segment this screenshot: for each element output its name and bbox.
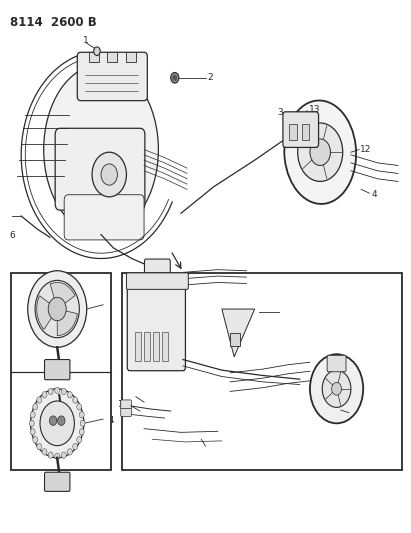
Text: 1: 1 (83, 36, 88, 45)
Circle shape (33, 437, 38, 443)
Circle shape (48, 297, 66, 321)
Text: 9: 9 (127, 391, 133, 400)
Circle shape (80, 420, 85, 426)
FancyBboxPatch shape (77, 52, 147, 101)
Circle shape (173, 75, 177, 80)
FancyBboxPatch shape (127, 282, 185, 370)
Circle shape (55, 387, 60, 393)
FancyBboxPatch shape (327, 356, 346, 372)
FancyBboxPatch shape (44, 360, 70, 379)
Ellipse shape (284, 100, 356, 204)
Polygon shape (222, 309, 255, 357)
Circle shape (67, 392, 72, 398)
Text: 11: 11 (198, 445, 209, 454)
Text: 7: 7 (280, 307, 286, 316)
Circle shape (29, 420, 34, 426)
FancyBboxPatch shape (44, 472, 70, 491)
Bar (89, 52, 99, 62)
Bar (122, 273, 402, 470)
FancyBboxPatch shape (127, 273, 188, 289)
Circle shape (42, 392, 47, 398)
Bar (135, 332, 141, 361)
Ellipse shape (44, 64, 158, 235)
Circle shape (30, 411, 35, 418)
Bar (153, 332, 159, 361)
Circle shape (61, 452, 66, 458)
Circle shape (92, 152, 127, 197)
Circle shape (30, 389, 84, 458)
Circle shape (37, 397, 42, 403)
Text: 4: 4 (372, 190, 377, 199)
Circle shape (61, 389, 66, 394)
Text: 8114  2600 B: 8114 2600 B (10, 15, 97, 29)
FancyBboxPatch shape (145, 259, 170, 280)
Circle shape (48, 389, 53, 394)
Text: 2: 2 (208, 73, 213, 82)
Bar (11, 273, 111, 470)
FancyBboxPatch shape (64, 195, 144, 240)
FancyBboxPatch shape (121, 400, 132, 408)
Text: 10: 10 (117, 400, 128, 409)
Text: 5: 5 (104, 300, 110, 309)
Bar (289, 124, 297, 140)
Circle shape (310, 354, 363, 423)
Circle shape (40, 401, 74, 446)
Text: 12: 12 (360, 145, 372, 154)
Circle shape (332, 382, 342, 395)
Circle shape (151, 285, 157, 293)
Bar (162, 332, 168, 361)
FancyBboxPatch shape (55, 128, 145, 210)
Bar (126, 52, 136, 62)
Circle shape (28, 271, 87, 348)
Circle shape (77, 403, 82, 410)
Wedge shape (50, 282, 75, 309)
Circle shape (322, 370, 351, 407)
Circle shape (48, 452, 53, 458)
Circle shape (55, 453, 60, 459)
Circle shape (58, 416, 65, 425)
FancyBboxPatch shape (283, 112, 319, 148)
Circle shape (67, 449, 72, 455)
Circle shape (35, 280, 79, 338)
Circle shape (77, 437, 82, 443)
Text: 13: 13 (309, 105, 321, 114)
Text: 8: 8 (187, 273, 193, 282)
Circle shape (171, 72, 179, 83)
Circle shape (30, 429, 35, 435)
Circle shape (37, 443, 42, 450)
Circle shape (49, 416, 57, 425)
FancyBboxPatch shape (121, 408, 132, 416)
Text: 14: 14 (104, 416, 116, 425)
Circle shape (94, 47, 100, 55)
Circle shape (79, 429, 84, 435)
Wedge shape (57, 309, 77, 336)
Wedge shape (37, 296, 57, 329)
Circle shape (101, 164, 118, 185)
Circle shape (298, 123, 343, 181)
Bar (230, 333, 240, 346)
Bar (107, 52, 118, 62)
Text: 3: 3 (277, 108, 283, 117)
Circle shape (79, 411, 84, 418)
Circle shape (73, 397, 78, 403)
Text: 6: 6 (10, 231, 16, 240)
Bar (302, 124, 309, 140)
Circle shape (310, 139, 330, 165)
Circle shape (73, 443, 78, 450)
Text: 6: 6 (350, 410, 356, 419)
Circle shape (33, 403, 38, 410)
Circle shape (42, 449, 47, 455)
Circle shape (146, 278, 162, 300)
Bar (144, 332, 150, 361)
